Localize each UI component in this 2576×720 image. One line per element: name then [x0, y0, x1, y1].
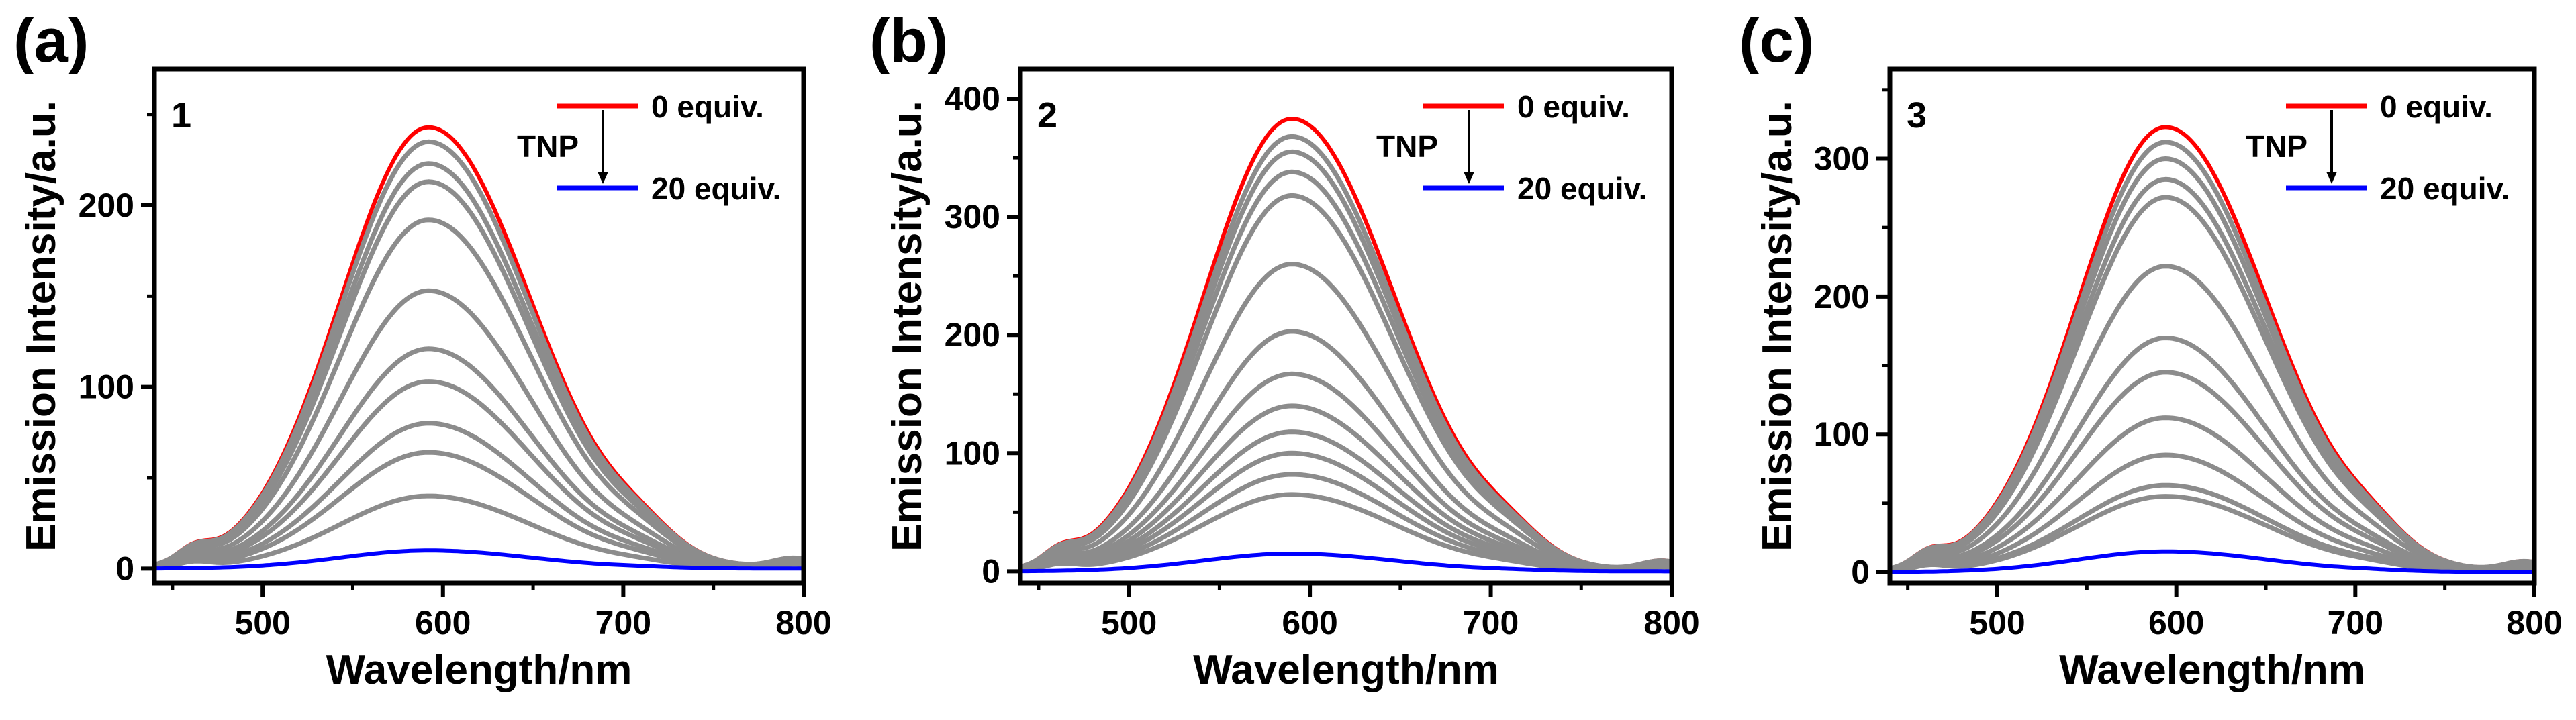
y-tick-label: 0: [1851, 554, 1870, 591]
series-line-20-equiv: [1889, 549, 2534, 574]
panel-label: (a): [13, 7, 89, 75]
series-line-4: [1889, 195, 2535, 572]
y-tick-label: 0: [115, 550, 134, 587]
legend-label-20-equiv: 20 equiv.: [651, 171, 781, 206]
x-axis-label: Wavelength/nm: [1193, 647, 1499, 693]
series-line-4: [154, 217, 804, 568]
sample-label: 1: [171, 95, 191, 136]
series-line-7: [1020, 371, 1672, 572]
x-tick-label: 500: [234, 604, 290, 641]
panel-b: 500 600 700 800 0 100 200 300 400 Wavelength/nm Em…: [869, 7, 1700, 693]
legend-arrow-head: [1464, 172, 1474, 184]
legend-label-20-equiv: 20 equiv.: [1517, 171, 1647, 206]
series-line-5: [1889, 264, 2535, 572]
sample-label: 3: [1907, 95, 1927, 136]
series-line-9: [1020, 429, 1672, 572]
y-tick-label: 300: [945, 198, 1000, 236]
plot-frame: [1018, 66, 1674, 586]
plot-frame: [1887, 66, 2537, 586]
panel-a: 500 600 700 800 0 100 200 Wavelength/nm Emission…: [13, 7, 832, 693]
x-tick-label: 700: [2328, 604, 2383, 641]
legend-arrow-head: [2326, 172, 2337, 184]
legend-label-0-equiv: 0 equiv.: [1517, 89, 1630, 124]
series-line-11: [1889, 494, 2535, 574]
x-tick-label: 700: [595, 604, 651, 641]
series-line-12: [1020, 492, 1672, 573]
y-tick-label: 100: [945, 434, 1000, 472]
y-tick-label: 200: [1814, 278, 1870, 315]
series-line-10: [154, 493, 804, 570]
legend-label-0-equiv: 0 equiv.: [651, 89, 764, 124]
legend: 0 equiv. 20 equiv. TNP: [2246, 89, 2510, 206]
x-tick-label: 800: [775, 604, 831, 641]
series-line-20-equiv: [1020, 552, 1672, 574]
y-axis-label: Emission Intensity/a.u.: [884, 101, 931, 552]
x-axis-label: Wavelength/nm: [326, 647, 632, 693]
x-tick-label: 600: [415, 604, 471, 641]
y-axis-label: Emission Intensity/a.u.: [1754, 101, 1801, 552]
y-tick-label: 100: [1814, 415, 1870, 453]
x-tick-label: 800: [1643, 604, 1699, 641]
y-tick-label: 400: [945, 80, 1000, 117]
series-line-5: [1020, 262, 1672, 571]
y-tick-label: 100: [79, 368, 134, 406]
x-tick-label: 500: [1101, 604, 1157, 641]
series-line-5: [154, 288, 804, 568]
x-tick-label: 600: [2148, 604, 2204, 641]
panel-label: (c): [1739, 7, 1814, 75]
plot-frame: [152, 66, 806, 586]
spectra-group: [1889, 125, 2535, 574]
y-tick-label: 200: [79, 187, 134, 224]
sample-label: 2: [1037, 95, 1057, 136]
y-tick-label: 200: [945, 316, 1000, 354]
spectra-group: [154, 125, 804, 571]
series-line-20-equiv: [154, 548, 804, 571]
series-line-4: [1020, 193, 1672, 570]
legend-label-20-equiv: 20 equiv.: [2380, 171, 2510, 206]
y-tick-label: 0: [982, 552, 1000, 590]
legend: 0 equiv. 20 equiv. TNP: [517, 89, 781, 206]
spectra-group: [1020, 117, 1672, 574]
y-tick-label: 300: [1814, 140, 1870, 177]
panel-label: (b): [869, 7, 948, 75]
legend-label-0-equiv: 0 equiv.: [2380, 89, 2493, 124]
x-tick-label: 600: [1282, 604, 1337, 641]
legend-arrow-head: [598, 172, 608, 184]
legend-quencher-label: TNP: [517, 129, 579, 164]
legend-quencher-label: TNP: [2246, 129, 2307, 164]
legend: 0 equiv. 20 equiv. TNP: [1376, 89, 1647, 206]
x-tick-label: 700: [1463, 604, 1519, 641]
x-axis-label: Wavelength/nm: [2059, 647, 2365, 693]
legend-quencher-label: TNP: [1376, 129, 1438, 164]
x-tick-label: 500: [1969, 604, 2025, 641]
y-axis-label: Emission Intensity/a.u.: [18, 101, 64, 552]
x-tick-label: 800: [2506, 604, 2562, 641]
panel-c: 500 600 700 800 0 100 200 300 Wavelength/nm Emiss…: [1739, 7, 2563, 693]
